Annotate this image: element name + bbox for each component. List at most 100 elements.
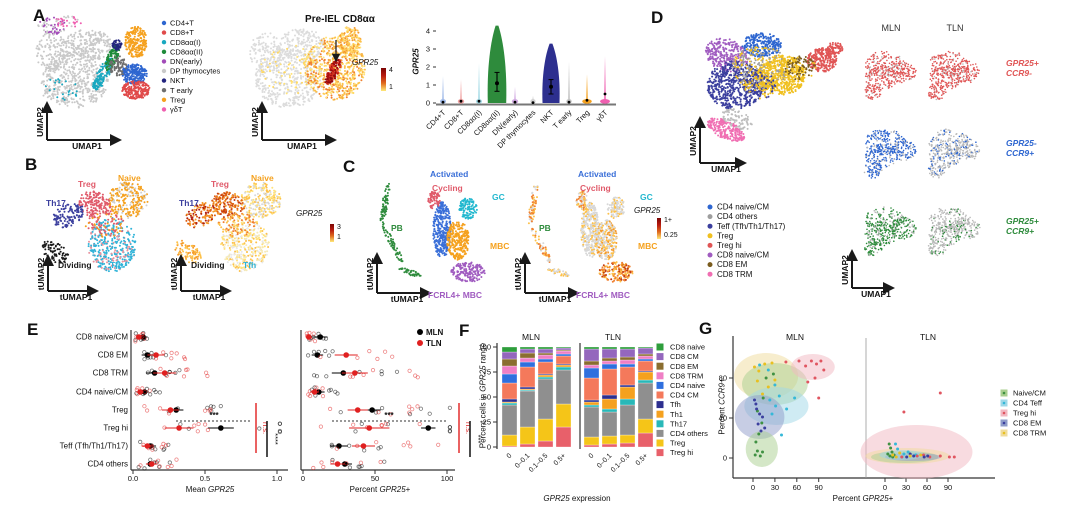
panel-a-colorbar-title: GPR25 [352,58,379,67]
g-ylabel: Percent CCR9+ [717,378,727,435]
f-xlabel: GPR25 expression [543,494,611,503]
panel-e-label: E [27,320,39,339]
svg-text:DP thymocytes: DP thymocytes [170,67,221,76]
panel-d-mini-umap [927,207,981,257]
svg-text:γδT: γδT [170,105,183,114]
d-row-label-2: GPR25- CCR9+ [1006,138,1037,158]
f-ylabel: Percent cells in GPR25 range [478,342,488,449]
svg-text:CD8αα(I): CD8αα(I) [170,38,201,47]
svg-text:Treg: Treg [574,108,591,125]
panel-b-colorbar [330,224,334,242]
svg-text:DN(early): DN(early) [170,57,203,66]
x-axis-label: UMAP1 [287,141,317,151]
svg-text:3: 3 [426,45,430,54]
y-axis-label: tUMAP2 [365,257,375,290]
panel-b-label: B [25,155,38,174]
d-row1-line1: GPR25+ [1006,58,1039,68]
d-row2-line1: GPR25- [1006,138,1037,148]
panel-b-colorbar-title: GPR25 [296,209,323,218]
e-right-xlabel: Percent GPR25+ [349,485,411,494]
x-axis-label: UMAP1 [711,164,741,174]
panel-d-mini-umap [864,50,917,100]
panel-c-colorbar [657,218,661,239]
d-row-label-3: GPR25+ CCR9+ [1006,216,1039,236]
y-axis-label: UMAP2 [688,126,698,156]
panel-c-cluster-tumap [379,182,486,283]
y-axis-label: tUMAP2 [36,257,46,290]
panel-d-mini-umap [864,206,917,257]
panel-c-colorbar-max: 1+ [664,217,672,224]
d-row2-line2: CCR9+ [1006,148,1035,158]
x-axis-label: tUMAP1 [60,292,93,302]
d-column-tln: TLN [946,23,964,33]
y-axis-label: UMAP2 [250,107,260,137]
svg-text:T early: T early [170,86,193,95]
f-facet-tln: TLN [605,332,621,342]
e-left-xlabel: Mean GPR25 [185,485,235,494]
panel-a-heat-umap [249,26,366,108]
svg-text:Treg: Treg [170,95,185,104]
y-axis-label: tUMAP2 [513,257,523,290]
svg-text:1: 1 [426,81,430,90]
x-axis-label: UMAP1 [861,289,891,299]
x-axis-label: tUMAP1 [193,292,226,302]
x-axis-label: UMAP1 [72,141,102,151]
y-axis-label: UMAP2 [840,255,850,285]
svg-text:CD4+T: CD4+T [170,19,194,28]
panel-a-left-axes: UMAP2 UMAP1 [35,101,122,151]
panel-d-axes: UMAP2 UMAP1 [688,116,747,174]
panel-c-colorbar-min: 0.25 [664,232,678,239]
panel-c-left-axes: tUMAP2 tUMAP1 [365,252,432,304]
svg-text:CD8αα(II): CD8αα(II) [170,47,203,56]
panel-d-mini-umap [927,128,981,179]
panel-b-colorbar-max: 3 [337,224,341,231]
panel-b-right-axes: tUMAP2 tUMAP1 [169,254,232,302]
violin-ylabel: GPR25 [411,48,421,75]
panel-d-mini-umap [927,50,980,101]
panel-d-label: D [651,8,664,27]
svg-text:4: 4 [426,27,430,36]
panel-a-colorbar-max: 4 [389,67,393,74]
x-axis-label: tUMAP1 [391,294,424,304]
svg-text:2: 2 [426,63,430,72]
panel-c-right-axes: tUMAP2 tUMAP1 [513,252,580,304]
y-axis-label: tUMAP2 [169,257,179,290]
svg-text:T early: T early [551,108,574,131]
panel-b-heat-tumap [174,181,282,273]
panel-f-label: F [459,321,470,340]
panel-a-mid-axes: UMAP2 UMAP1 [250,101,337,151]
panel-b-colorbar-min: 1 [337,234,341,241]
panel-d-mini-axes: UMAP2 UMAP1 [840,249,895,299]
panel-b-cluster-tumap [41,181,149,273]
x-axis-label: tUMAP1 [539,294,572,304]
panel-d-umap [704,32,844,142]
panel-c-colorbar-title: GPR25 [634,206,661,215]
panel-c-heat-tumap [527,185,634,283]
d-row3-line1: GPR25+ [1006,216,1039,226]
svg-text:0: 0 [426,99,430,108]
svg-text:NKT: NKT [170,76,185,85]
d-row1-line2: CCR9- [1006,68,1032,78]
d-row-label-1: GPR25+ CCR9- [1006,58,1039,78]
panel-c-label: C [343,157,356,176]
y-axis-label: UMAP2 [35,107,45,137]
svg-text:CD8+T: CD8+T [170,28,194,37]
panel-a-label: A [33,6,46,25]
panel-a-colorbar-min: 1 [389,84,393,91]
g-facet-mln: MLN [786,332,804,342]
panel-a-violin-plot: 01234CD4+TCD8+TCD8αα(I)CD8αα(II)DN(early… [424,25,616,150]
panel-a-cluster-umap [35,15,151,109]
g-xlabel: Percent GPR25+ [832,494,894,503]
pre-iel-annotation: Pre-IEL CD8αα [305,14,375,25]
